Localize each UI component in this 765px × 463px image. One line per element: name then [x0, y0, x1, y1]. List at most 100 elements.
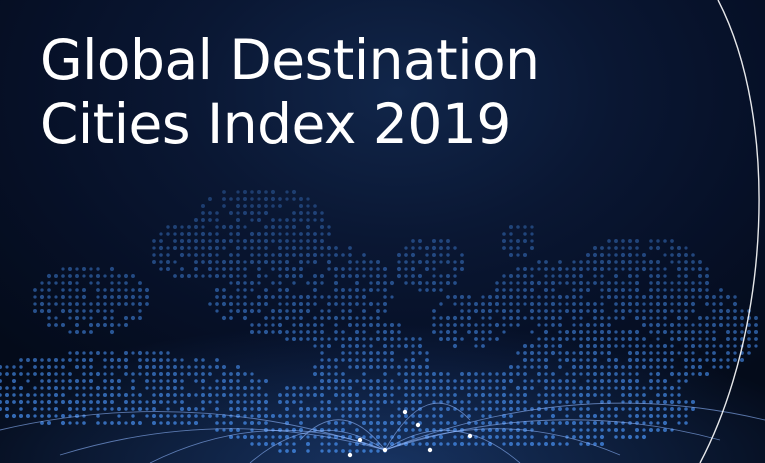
map-dot [327, 449, 331, 453]
map-dot [585, 385, 591, 391]
map-dot [404, 372, 408, 376]
map-dot [138, 365, 142, 369]
map-dot [144, 287, 150, 293]
map-dot [649, 379, 653, 383]
map-dot [656, 330, 660, 334]
map-dot [439, 414, 443, 418]
map-dot [501, 238, 507, 244]
map-dot [110, 309, 114, 313]
map-dot [68, 421, 72, 425]
map-dot [74, 399, 80, 405]
map-dot [516, 372, 520, 376]
map-dot [60, 308, 66, 314]
map-dot [635, 267, 639, 271]
map-dot [593, 330, 597, 334]
map-dot [494, 322, 500, 328]
map-dot [397, 365, 401, 369]
map-dot [82, 365, 86, 369]
map-dot [544, 442, 548, 446]
map-dot [355, 449, 359, 453]
map-dot [488, 414, 492, 418]
map-dot [151, 399, 157, 405]
map-dot [579, 344, 583, 348]
map-dot [341, 344, 345, 348]
map-dot [257, 421, 261, 425]
map-dot [278, 274, 282, 278]
map-dot [306, 302, 310, 306]
map-dot [131, 407, 135, 411]
map-dot [565, 407, 569, 411]
map-dot [319, 385, 325, 391]
map-dot [383, 435, 387, 439]
map-dot [572, 379, 576, 383]
map-dot [208, 400, 212, 404]
map-dot [82, 407, 86, 411]
map-dot [565, 267, 569, 271]
map-dot [221, 315, 227, 321]
map-dot [278, 414, 282, 418]
map-dot [341, 414, 345, 418]
map-dot [333, 266, 339, 272]
map-dot [522, 343, 528, 349]
flight-path-line [0, 411, 386, 451]
map-dot [221, 294, 227, 300]
map-dot [621, 393, 625, 397]
map-dot [75, 274, 79, 278]
map-dot [634, 406, 640, 412]
map-dot [354, 287, 360, 293]
map-dot [572, 393, 576, 397]
map-dot [320, 232, 324, 236]
map-dot [145, 302, 149, 306]
map-dot [690, 343, 696, 349]
map-dot [446, 372, 450, 376]
map-dot [592, 245, 598, 251]
map-dot [508, 273, 514, 279]
map-dot [558, 316, 562, 320]
map-dot [173, 386, 177, 390]
map-dot [571, 329, 577, 335]
map-dot [250, 197, 254, 201]
map-dot [627, 350, 633, 356]
map-dot [600, 365, 604, 369]
map-dot [592, 350, 598, 356]
map-dot [40, 372, 44, 376]
map-dot [89, 309, 93, 313]
map-dot [579, 323, 583, 327]
map-dot [327, 386, 331, 390]
map-dot [285, 302, 289, 306]
map-dot [250, 211, 254, 215]
map-dot [662, 294, 668, 300]
map-dot [740, 309, 744, 313]
map-dot [446, 253, 450, 257]
map-dot [0, 400, 2, 404]
map-dot [334, 372, 338, 376]
map-dot [593, 316, 597, 320]
map-dot [348, 414, 352, 418]
map-dot [26, 414, 30, 418]
map-dot [124, 421, 128, 425]
map-dot [411, 442, 415, 446]
map-dot [313, 302, 317, 306]
map-dot [537, 379, 541, 383]
map-dot [291, 336, 297, 342]
map-dot [572, 316, 576, 320]
map-dot [628, 267, 632, 271]
map-dot [285, 260, 289, 264]
map-dot [712, 323, 716, 327]
map-dot [655, 301, 661, 307]
map-dot [663, 288, 667, 292]
map-dot [620, 259, 626, 265]
map-dot [12, 393, 16, 397]
map-dot [229, 253, 233, 257]
map-dot [208, 302, 212, 306]
map-dot [228, 434, 234, 440]
map-dot [257, 414, 261, 418]
map-dot [26, 400, 30, 404]
map-dot [81, 294, 87, 300]
map-dot [292, 302, 296, 306]
map-dot [537, 393, 541, 397]
map-dot [481, 421, 485, 425]
map-dot [719, 288, 723, 292]
map-dot [593, 379, 597, 383]
map-dot [565, 414, 569, 418]
